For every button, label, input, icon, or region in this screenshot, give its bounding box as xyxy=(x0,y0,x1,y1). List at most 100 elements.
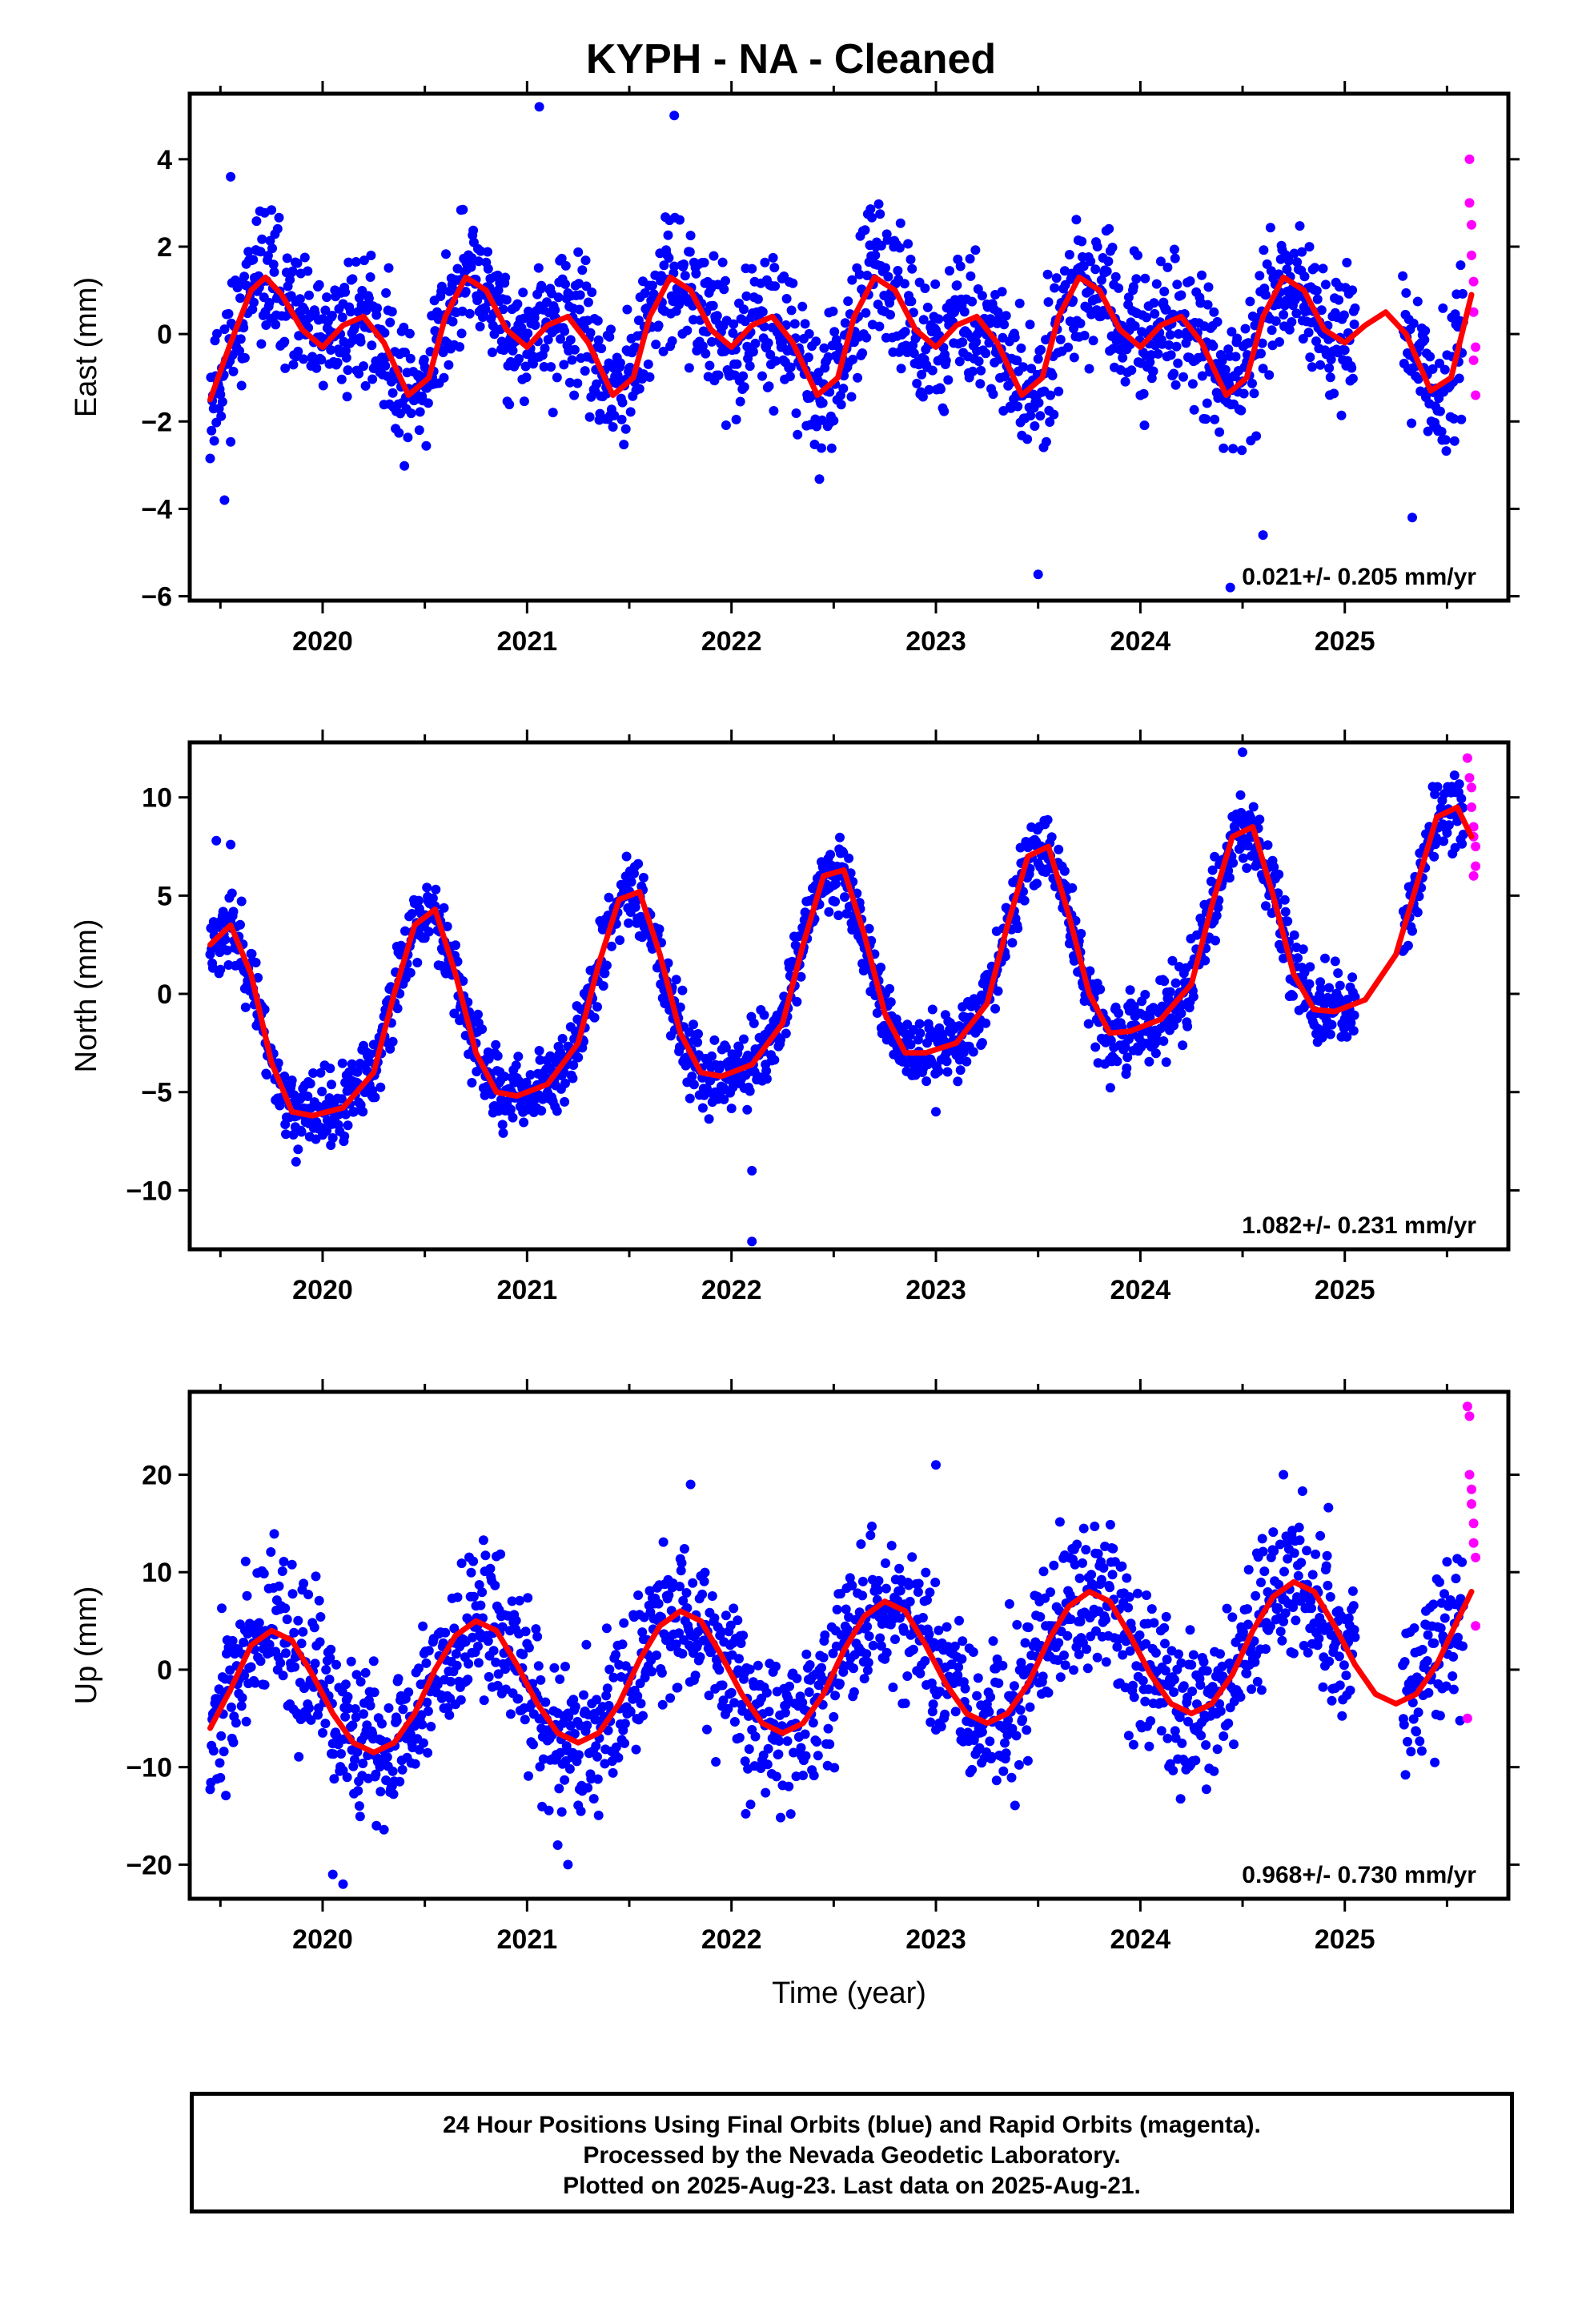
final-point xyxy=(741,291,752,301)
final-point xyxy=(1291,308,1302,319)
final-point xyxy=(422,1697,432,1707)
final-point xyxy=(1169,244,1179,255)
final-point xyxy=(1083,1019,1094,1029)
final-point xyxy=(347,274,358,284)
final-point xyxy=(1078,261,1089,271)
final-point xyxy=(456,1695,466,1705)
final-point xyxy=(1197,270,1207,280)
final-point xyxy=(764,381,774,392)
final-point xyxy=(681,1588,692,1598)
final-point xyxy=(873,1575,884,1586)
final-point xyxy=(1077,236,1087,247)
final-point xyxy=(1188,991,1199,1002)
final-point xyxy=(468,1591,479,1602)
final-point xyxy=(1006,1772,1017,1783)
final-point xyxy=(1219,443,1229,453)
rate-label: 1.082+/- 0.231 mm/yr xyxy=(1242,1212,1476,1239)
final-point xyxy=(253,972,263,983)
final-point xyxy=(693,1029,703,1039)
final-point xyxy=(309,1622,319,1633)
final-point xyxy=(1225,582,1235,593)
final-point xyxy=(1189,404,1199,415)
rapid-point xyxy=(1468,870,1479,881)
x-tick-label: 2022 xyxy=(701,1275,762,1305)
final-point xyxy=(1033,354,1043,364)
final-point xyxy=(1442,828,1452,838)
final-point xyxy=(1022,1755,1033,1766)
final-point xyxy=(1339,345,1350,356)
y-tick-label: 0 xyxy=(157,979,172,1010)
final-point xyxy=(336,374,347,384)
final-point xyxy=(1211,935,1220,946)
final-point xyxy=(426,1722,436,1731)
final-point xyxy=(1210,414,1220,424)
final-point xyxy=(757,307,768,317)
final-point xyxy=(1074,1649,1084,1659)
final-point xyxy=(731,414,741,424)
final-point xyxy=(718,1695,729,1706)
final-point xyxy=(353,1786,363,1796)
final-point xyxy=(485,1563,496,1574)
final-point xyxy=(466,262,476,272)
final-point xyxy=(582,1720,592,1731)
final-point xyxy=(1170,253,1180,263)
final-point xyxy=(493,1669,504,1679)
final-point xyxy=(1090,1522,1100,1531)
final-point xyxy=(375,1787,386,1797)
final-point xyxy=(823,1723,833,1734)
final-point xyxy=(830,896,841,907)
final-point xyxy=(1172,279,1182,290)
final-point xyxy=(1200,955,1211,966)
final-point xyxy=(748,347,758,357)
final-point xyxy=(293,1615,303,1626)
final-point xyxy=(761,1066,772,1076)
final-point xyxy=(1293,953,1303,963)
final-point xyxy=(496,336,507,347)
x-tick-label: 2024 xyxy=(1110,626,1171,657)
final-point xyxy=(867,212,877,223)
final-point xyxy=(468,225,479,235)
y-tick-label: 5 xyxy=(157,881,172,911)
final-point xyxy=(687,1072,697,1082)
final-point xyxy=(365,1700,375,1711)
final-point xyxy=(636,1699,646,1709)
final-point xyxy=(400,460,410,471)
final-point xyxy=(711,1757,721,1767)
final-point xyxy=(734,1654,744,1664)
final-point xyxy=(1125,985,1135,995)
final-point xyxy=(1018,1715,1028,1725)
final-point xyxy=(543,335,553,345)
final-point xyxy=(984,1707,994,1717)
final-point xyxy=(741,1808,751,1819)
final-point xyxy=(792,996,802,1007)
final-point xyxy=(1413,374,1423,384)
final-point xyxy=(1171,341,1182,352)
final-point xyxy=(707,1051,717,1061)
final-point xyxy=(1255,814,1265,825)
final-point xyxy=(1066,1614,1076,1624)
final-point xyxy=(1010,1800,1020,1811)
final-point xyxy=(1232,333,1243,344)
final-point xyxy=(782,1736,793,1747)
final-point xyxy=(1049,1560,1059,1570)
final-point xyxy=(388,1789,399,1799)
final-point xyxy=(841,1604,851,1614)
final-point xyxy=(968,366,978,376)
final-point xyxy=(1122,1063,1132,1073)
final-point xyxy=(421,1658,432,1668)
final-point xyxy=(504,400,515,410)
final-point xyxy=(404,328,415,339)
final-point xyxy=(1335,980,1345,991)
final-point xyxy=(351,257,361,267)
final-point xyxy=(689,315,698,325)
final-point xyxy=(363,1056,374,1067)
final-point xyxy=(826,443,837,453)
final-point xyxy=(943,375,954,385)
final-point xyxy=(1078,1558,1087,1568)
final-point xyxy=(697,341,708,352)
final-point xyxy=(1283,255,1294,266)
final-point xyxy=(500,272,511,283)
final-point xyxy=(326,1140,336,1150)
final-point xyxy=(761,1687,772,1698)
